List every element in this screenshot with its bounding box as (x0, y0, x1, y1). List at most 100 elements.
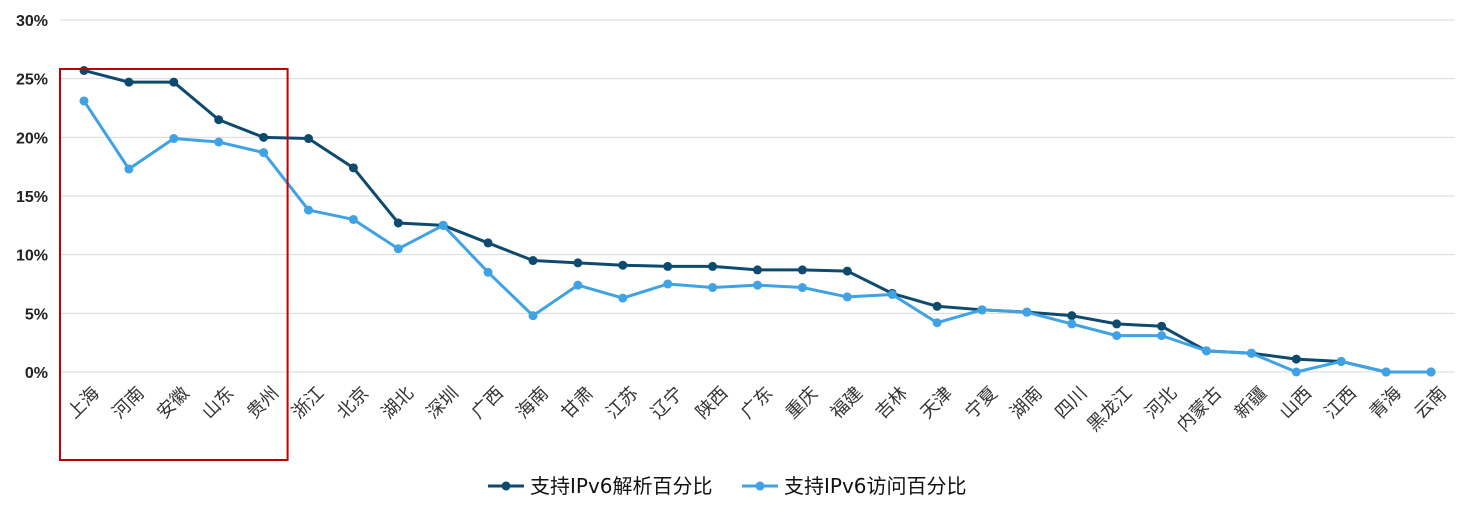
series-1-point (1112, 331, 1122, 341)
x-tick-label: 山西 (1276, 383, 1316, 423)
grid-lines (60, 19, 1455, 373)
x-tick-label: 天津 (917, 383, 957, 423)
x-tick-label: 甘肃 (557, 383, 597, 423)
y-tick-label: 25% (16, 72, 48, 89)
x-tick-label: 上海 (63, 383, 103, 423)
x-tick-label: 青海 (1366, 383, 1406, 423)
series-1-point (1336, 356, 1346, 366)
series-0-point (169, 77, 179, 87)
legend-item-1: 支持IPv6访问百分比 (742, 474, 967, 498)
series-1-point (438, 220, 448, 230)
legend-item-0: 支持IPv6解析百分比 (488, 474, 713, 498)
legend-marker-0 (501, 481, 511, 491)
series-1-point (932, 318, 942, 328)
series-1-point (1246, 348, 1256, 358)
series-1-point (708, 283, 718, 293)
legend: 支持IPv6解析百分比 支持IPv6访问百分比 (488, 474, 967, 498)
series-0-point (1112, 319, 1122, 329)
x-axis: 上海 河南 安徽 山东 贵州 浙江 北京 湖北 深圳 广西 海南 甘肃 江苏 辽宁 陕西 广东 重庆 福建 吉林 天津… (63, 383, 1450, 436)
series-0-point (618, 260, 628, 270)
series-1-point (842, 292, 852, 302)
series-1-point (124, 164, 134, 174)
y-tick-label: 0% (25, 365, 48, 382)
series-0-point (79, 65, 89, 75)
x-tick-label: 广东 (737, 383, 777, 423)
series-0-point (753, 265, 762, 275)
series-0-point (124, 77, 134, 87)
series-0-point (1157, 321, 1167, 331)
y-tick-label: 15% (16, 189, 48, 206)
series-1-point (573, 280, 583, 290)
series-1-point (1157, 331, 1167, 341)
x-tick-label: 黑龙江 (1083, 383, 1136, 436)
y-axis: 0% 5% 10% 15% 20% 25% 30% (16, 13, 48, 382)
series-line-0 (83, 69, 1431, 374)
series-0-point (214, 115, 224, 125)
series-0-point (348, 163, 358, 173)
x-tick-label: 海南 (512, 383, 552, 423)
x-tick-label: 四川 (1051, 383, 1091, 423)
x-tick-label: 北京 (333, 383, 373, 423)
x-tick-label: 福建 (827, 383, 867, 423)
series-1-point (528, 311, 538, 321)
x-tick-label: 山东 (198, 383, 238, 423)
x-tick-label: 河北 (1141, 383, 1181, 423)
x-tick-label: 辽宁 (647, 383, 687, 423)
series-0-point (842, 266, 852, 276)
x-tick-label: 宁夏 (961, 383, 1001, 423)
series-0-point (797, 265, 807, 275)
series-1-point (797, 283, 807, 293)
series-0-point (259, 132, 269, 142)
series-1-point (1381, 367, 1391, 377)
x-tick-label: 湖南 (1006, 383, 1046, 423)
x-tick-label: 安徽 (153, 383, 193, 423)
x-tick-label: 陕西 (692, 383, 732, 423)
x-tick-label: 江苏 (602, 383, 642, 423)
x-tick-label: 河南 (108, 383, 148, 423)
highlight-box (59, 68, 289, 461)
series-0-point (932, 301, 942, 311)
series-1-point (393, 244, 403, 254)
series-0-point (528, 256, 538, 266)
series-1-point (1067, 319, 1077, 329)
series-0-point (1291, 354, 1301, 364)
x-tick-label: 深圳 (423, 383, 463, 423)
series-1-point (977, 305, 987, 315)
y-tick-label: 30% (16, 13, 48, 30)
series-1-point (483, 267, 493, 277)
series-1-point (1291, 367, 1301, 377)
series-1-point (214, 137, 224, 147)
legend-label-0: 支持IPv6解析百分比 (530, 474, 713, 498)
legend-marker-1 (755, 481, 765, 491)
series-0-point (573, 258, 583, 268)
series-0-point (393, 218, 403, 228)
series-1-point (663, 279, 673, 289)
series-1-point (1202, 346, 1211, 356)
series-0-point (304, 134, 313, 144)
series-1-point (618, 293, 628, 303)
y-tick-label: 10% (16, 248, 48, 265)
legend-label-1: 支持IPv6访问百分比 (784, 474, 967, 498)
series-line-1 (82, 100, 1431, 374)
x-tick-label: 湖北 (378, 383, 418, 423)
series-0-point (708, 261, 718, 271)
series-1-point (169, 134, 179, 144)
series-0-point (483, 238, 493, 248)
x-tick-label: 新疆 (1231, 383, 1271, 423)
series-1-point (348, 214, 358, 224)
x-tick-label: 重庆 (782, 383, 822, 423)
series-1-point (887, 290, 897, 300)
x-tick-label: 贵州 (243, 383, 283, 423)
x-tick-label: 内蒙古 (1173, 383, 1226, 436)
series-0-point (663, 261, 673, 271)
y-tick-label: 5% (25, 306, 48, 323)
series-1-point (1426, 367, 1436, 377)
x-tick-label: 云南 (1410, 383, 1450, 423)
series-1-point (1022, 307, 1032, 317)
x-tick-label: 吉林 (872, 383, 912, 423)
series-1-point (304, 205, 313, 215)
x-tick-label: 浙江 (288, 383, 328, 423)
x-tick-label: 广西 (468, 383, 508, 423)
x-tick-label: 江西 (1321, 383, 1361, 423)
